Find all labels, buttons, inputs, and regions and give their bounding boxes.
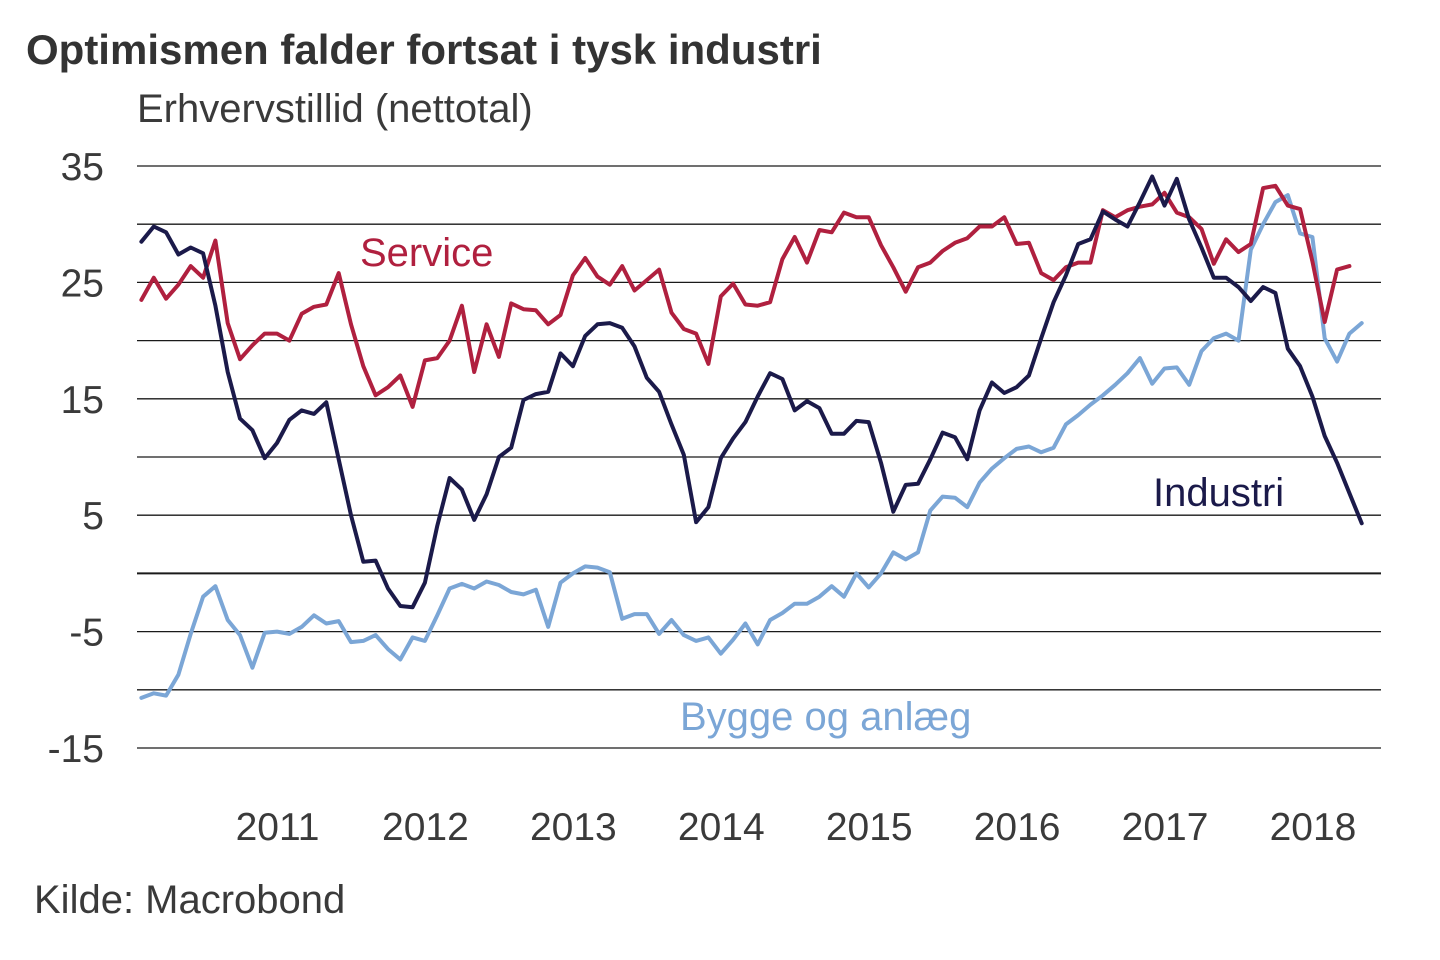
- series-label-service: Service: [360, 231, 493, 275]
- x-tick-labels: 2011 2012 2013 2014 2015 2016 2017 2018: [236, 806, 1357, 849]
- y-tick-label: -5: [69, 612, 104, 655]
- x-tick-label: 2013: [530, 806, 617, 849]
- y-tick-label: 35: [61, 146, 104, 189]
- y-tick-label: 15: [61, 379, 104, 422]
- series-label-bygge-og-anlaeg: Bygge og anlæg: [680, 695, 971, 739]
- series-label-industri: Industri: [1153, 471, 1284, 515]
- y-tick-label: 5: [82, 495, 104, 538]
- x-tick-label: 2017: [1122, 806, 1209, 849]
- y-tick-label: -15: [48, 728, 104, 771]
- y-axis-label: Erhvervstillid (nettotal): [137, 87, 533, 131]
- series-lines: [139, 174, 1364, 700]
- series-line-service: [139, 183, 1352, 409]
- x-tick-label: 2012: [382, 806, 469, 849]
- x-tick-label: 2011: [236, 806, 320, 849]
- y-tick-labels: 35 25 15 5 -5 -15: [48, 146, 104, 771]
- x-tick-label: 2015: [826, 806, 913, 849]
- x-tick-label: 2018: [1270, 806, 1357, 849]
- gridlines: [137, 165, 1381, 749]
- x-tick-label: 2016: [974, 806, 1061, 849]
- series-line-bygge-og-anl-g: [139, 193, 1364, 700]
- chart-title: Optimismen falder fortsat i tysk industr…: [26, 26, 822, 73]
- source-note: Kilde: Macrobond: [34, 878, 346, 922]
- y-tick-label: 25: [61, 262, 104, 305]
- series-line-industri: [139, 174, 1364, 610]
- x-tick-label: 2014: [678, 806, 765, 849]
